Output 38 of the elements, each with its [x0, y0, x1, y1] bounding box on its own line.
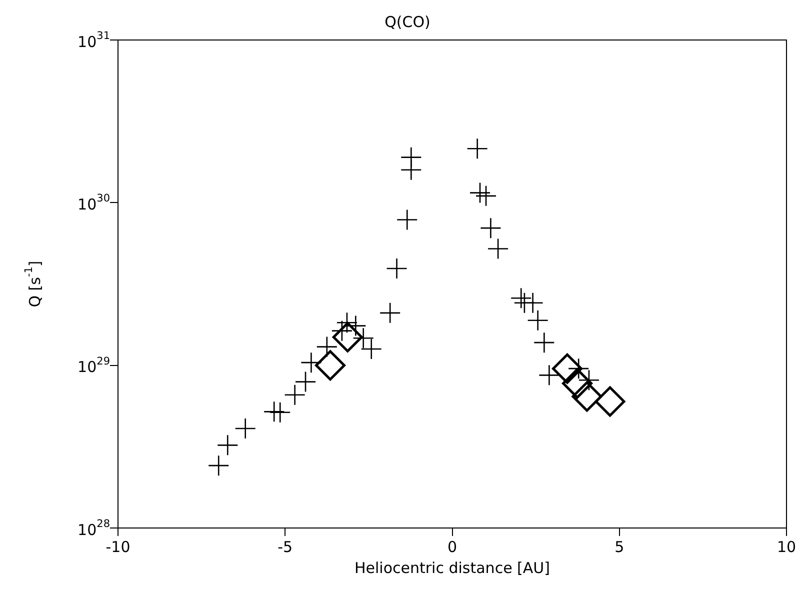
point [562, 368, 593, 399]
chart-title: Q(CO) [384, 12, 430, 31]
x-tick-label: 0 [447, 538, 458, 556]
point [552, 353, 582, 384]
point [294, 371, 316, 392]
x-tick-label: -5 [278, 538, 293, 556]
point [208, 454, 230, 476]
point [379, 302, 401, 324]
point [475, 185, 497, 207]
point [538, 364, 560, 386]
x-tick-label: 10 [776, 538, 796, 556]
point [396, 209, 418, 230]
point [386, 258, 408, 280]
point [263, 401, 285, 422]
point [527, 310, 548, 332]
point [315, 350, 346, 381]
point [572, 381, 602, 412]
point [216, 434, 238, 456]
point [534, 332, 555, 354]
point [487, 238, 509, 260]
point [269, 402, 291, 423]
point [466, 138, 488, 160]
x-tick-label: 5 [614, 538, 624, 556]
point [300, 352, 322, 374]
point [234, 418, 256, 440]
point [594, 386, 626, 417]
point [400, 146, 422, 168]
point [336, 312, 358, 334]
point [469, 182, 491, 204]
point [316, 336, 338, 358]
point [332, 322, 363, 352]
x-axis-title: Heliocentric distance [AU] [354, 558, 550, 577]
point [284, 384, 306, 406]
point [480, 217, 502, 239]
point [510, 287, 532, 309]
point [522, 292, 544, 314]
y-axis-title: Q [s-1] [22, 260, 44, 308]
x-tick-label: -10 [106, 538, 130, 556]
